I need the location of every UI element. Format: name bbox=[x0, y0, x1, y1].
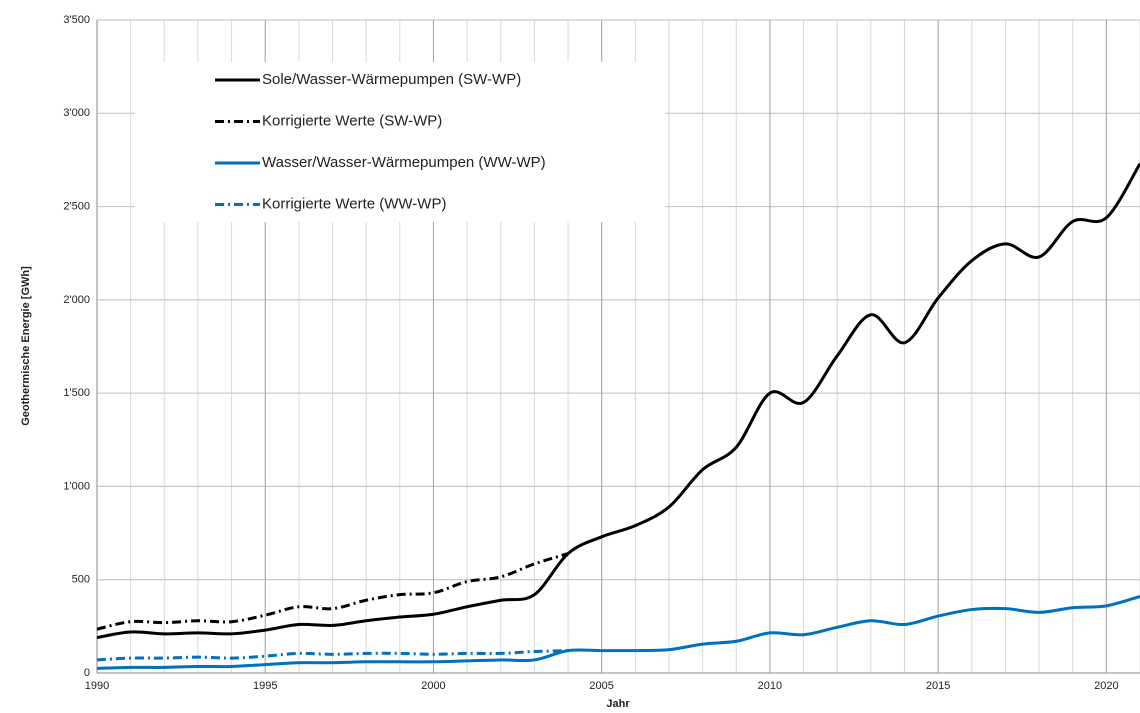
y-tick-label: 0 bbox=[84, 667, 90, 679]
x-tick-label: 2010 bbox=[758, 680, 782, 692]
x-tick-label: 2005 bbox=[589, 680, 613, 692]
y-tick-label: 1'500 bbox=[63, 387, 90, 399]
y-axis-label: Geothermische Energie [GWh] bbox=[20, 266, 32, 426]
y-tick-label: 2'500 bbox=[63, 200, 90, 212]
series-line bbox=[97, 552, 569, 631]
legend-label: Wasser/Wasser-Wärmepumpen (WW-WP) bbox=[262, 154, 546, 171]
series-line bbox=[97, 162, 1140, 640]
series-line bbox=[97, 649, 569, 662]
x-tick-label: 1990 bbox=[85, 680, 109, 692]
x-tick-label: 1995 bbox=[253, 680, 277, 692]
x-tick-label: 2000 bbox=[421, 680, 445, 692]
x-tick-label: 2020 bbox=[1094, 680, 1118, 692]
y-tick-label: 3'000 bbox=[63, 107, 90, 119]
series-line bbox=[97, 595, 1140, 670]
y-tick-label: 3'500 bbox=[63, 14, 90, 26]
legend-label: Sole/Wasser-Wärmepumpen (SW-WP) bbox=[262, 71, 521, 88]
legend-label: Korrigierte Werte (WW-WP) bbox=[262, 195, 446, 212]
legend-label: Korrigierte Werte (SW-WP) bbox=[262, 112, 442, 129]
y-tick-label: 1'000 bbox=[63, 480, 90, 492]
legend-box bbox=[135, 62, 665, 222]
x-axis-label: Jahr bbox=[606, 698, 630, 710]
x-tick-label: 2015 bbox=[926, 680, 950, 692]
y-tick-label: 500 bbox=[72, 574, 90, 586]
y-tick-label: 2'000 bbox=[63, 294, 90, 306]
